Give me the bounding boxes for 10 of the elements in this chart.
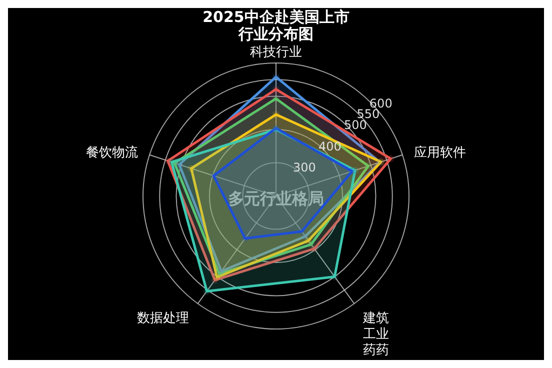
spoke-label: 数据处理 [137, 311, 190, 326]
spoke-label: 餐饮物流 [86, 144, 138, 160]
text: 多元行业格局 [228, 189, 324, 208]
spoke-label: 应用软件 [414, 144, 466, 160]
y-tick-label: 300 [293, 160, 316, 175]
chart-title: 2025中企赴美国上市行业分布图 [202, 8, 350, 43]
y-tick-label: 500 [344, 118, 367, 132]
spoke-label: 科技行业 [250, 45, 302, 60]
y-tick-label: 400 [318, 139, 342, 154]
spoke-label: 建筑工业药药 [362, 311, 389, 358]
